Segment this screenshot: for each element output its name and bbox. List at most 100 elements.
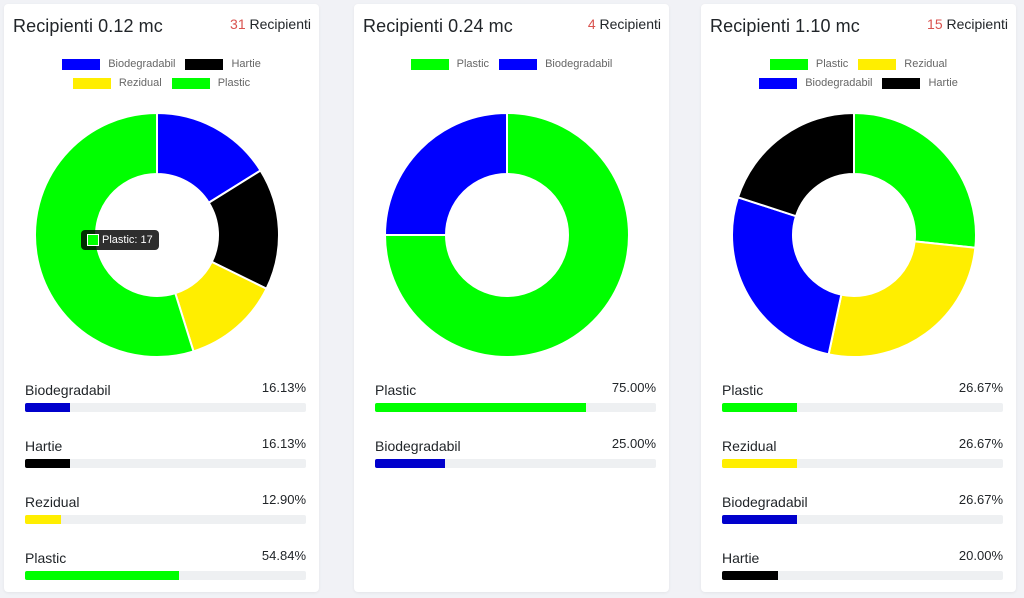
legend-swatch: [171, 77, 210, 89]
chart-card: Recipienti 0.12 mc 31 Recipienti Biodegrad…: [4, 4, 319, 592]
stat-row-plastic: Plastic 54.84%: [22, 542, 309, 598]
legend-swatch: [882, 77, 921, 89]
stat-label: Hartie: [722, 550, 760, 566]
progress-fill: [722, 515, 797, 524]
legend-item-rezidual[interactable]: Rezidual: [858, 58, 947, 70]
legend-label: Biodegradabil: [108, 58, 176, 70]
category-stats: Biodegradabil 16.13% Hartie 16.13% Rezidual 1…: [22, 374, 309, 598]
donut-slice-hartie[interactable]: [736, 111, 855, 218]
tooltip-text: Plastic: 17: [102, 234, 153, 246]
progress-fill: [722, 571, 779, 580]
donut-slice-plastic[interactable]: [34, 111, 195, 358]
stat-percent: 26.67%: [958, 380, 1003, 395]
stat-percent: 75.00%: [611, 380, 656, 395]
stat-percent: 54.84%: [261, 548, 306, 563]
legend-item-biodegradabil[interactable]: Biodegradabil: [62, 58, 175, 70]
chart-legend: Biodegradabil Hartie Rezidual Plastic: [4, 58, 319, 89]
stat-row-biodegradabil: Biodegradabil 25.00%: [372, 430, 659, 486]
progress-track: [375, 459, 656, 468]
progress-fill: [25, 571, 180, 580]
progress-track: [722, 403, 1003, 412]
legend-label: Plastic: [217, 77, 251, 89]
progress-track: [722, 459, 1003, 468]
legend-item-plastic[interactable]: Plastic: [410, 58, 489, 70]
stat-row-rezidual: Rezidual 26.67%: [719, 430, 1006, 486]
stat-label: Plastic: [25, 550, 67, 566]
chart-card: Recipienti 1.10 mc 15 Recipienti Plastic Re…: [701, 4, 1016, 592]
stat-row-plastic: Plastic 26.67%: [719, 374, 1006, 430]
progress-fill: [25, 403, 71, 412]
chart-legend: Plastic Rezidual Biodegradabil Hartie: [701, 58, 1016, 89]
stat-label: Plastic: [722, 382, 764, 398]
progress-track: [722, 571, 1003, 580]
card-title: Recipienti 0.12 mc: [13, 16, 163, 36]
legend-item-biodegradabil[interactable]: Biodegradabil: [499, 58, 612, 70]
chart-legend: Plastic Biodegradabil: [354, 58, 669, 70]
donut-slice-rezidual[interactable]: [827, 240, 977, 358]
recipient-count: 31 Recipienti: [230, 16, 311, 32]
stat-row-hartie: Hartie 20.00%: [719, 542, 1006, 598]
stat-label: Hartie: [25, 438, 63, 454]
progress-fill: [25, 459, 71, 468]
category-stats: Plastic 75.00% Biodegradabil 25.00%: [372, 374, 659, 486]
legend-item-biodegradabil[interactable]: Biodegradabil: [759, 77, 872, 89]
stat-label: Rezidual: [722, 438, 777, 454]
stat-row-biodegradabil: Biodegradabil 16.13%: [22, 374, 309, 430]
donut-chart: [383, 111, 630, 358]
legend-label: Hartie: [928, 77, 958, 89]
legend-label: Hartie: [231, 58, 261, 70]
stat-label: Biodegradabil: [722, 494, 808, 510]
stat-row-rezidual: Rezidual 12.90%: [22, 486, 309, 542]
stat-label: Biodegradabil: [375, 438, 461, 454]
stat-percent: 25.00%: [611, 436, 656, 451]
progress-fill: [25, 515, 62, 524]
legend-label: Plastic: [815, 58, 849, 70]
stat-percent: 20.00%: [958, 548, 1003, 563]
chart-card: Recipienti 0.24 mc 4 Recipienti Plastic Bio…: [354, 4, 669, 592]
legend-label: Rezidual: [118, 77, 162, 89]
count-label: Recipienti: [599, 16, 661, 32]
stat-label: Biodegradabil: [25, 382, 111, 398]
donut-chart: [731, 111, 977, 358]
progress-track: [722, 515, 1003, 524]
legend-swatch: [769, 58, 808, 70]
stat-row-biodegradabil: Biodegradabil 26.67%: [719, 486, 1006, 542]
card-title: Recipienti 0.24 mc: [363, 16, 513, 36]
donut-slice-biodegradabil[interactable]: [383, 111, 508, 236]
legend-item-hartie[interactable]: Hartie: [882, 77, 958, 89]
legend-item-plastic[interactable]: Plastic: [171, 77, 251, 89]
legend-swatch: [185, 58, 224, 70]
legend-item-hartie[interactable]: Hartie: [185, 58, 261, 70]
count-number: 15: [927, 16, 943, 32]
donut-slice-biodegradabil[interactable]: [731, 196, 843, 356]
stat-percent: 12.90%: [261, 492, 306, 507]
donut-slice-plastic[interactable]: [853, 111, 977, 249]
stat-label: Rezidual: [25, 494, 80, 510]
progress-track: [25, 403, 306, 412]
stat-label: Plastic: [375, 382, 417, 398]
legend-swatch: [858, 58, 897, 70]
stat-percent: 26.67%: [958, 492, 1003, 507]
recipient-count: 4 Recipienti: [588, 16, 661, 32]
progress-track: [25, 571, 306, 580]
legend-swatch: [499, 58, 538, 70]
progress-track: [25, 515, 306, 524]
legend-label: Biodegradabil: [545, 58, 613, 70]
progress-fill: [722, 459, 797, 468]
donut-chart: [34, 111, 280, 358]
progress-fill: [375, 403, 586, 412]
stat-percent: 26.67%: [958, 436, 1003, 451]
stat-percent: 16.13%: [261, 380, 306, 395]
count-label: Recipienti: [946, 16, 1008, 32]
legend-item-rezidual[interactable]: Rezidual: [72, 77, 162, 89]
progress-track: [375, 403, 656, 412]
count-label: Recipienti: [249, 16, 311, 32]
category-stats: Plastic 26.67% Rezidual 26.67% Biodegradabil…: [719, 374, 1006, 598]
donut-slice-plastic[interactable]: [383, 111, 630, 358]
stat-row-hartie: Hartie 16.13%: [22, 430, 309, 486]
legend-swatch: [410, 58, 449, 70]
stat-percent: 16.13%: [261, 436, 306, 451]
stat-row-plastic: Plastic 75.00%: [372, 374, 659, 430]
legend-swatch: [72, 77, 111, 89]
legend-item-plastic[interactable]: Plastic: [769, 58, 849, 70]
